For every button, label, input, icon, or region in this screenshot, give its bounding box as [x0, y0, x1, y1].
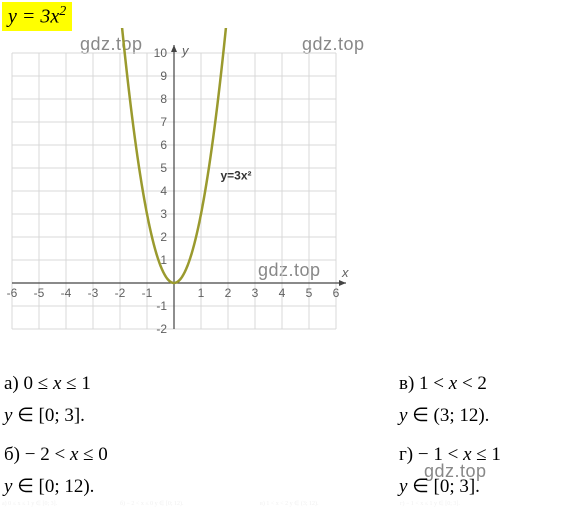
svg-text:10: 10 [154, 46, 168, 60]
svg-text:-2: -2 [115, 286, 126, 300]
answer-g: г) − 1 < x ≤ 1 y ∈ [0; 3]. [399, 439, 579, 504]
answers-left-column: а) 0 ≤ x ≤ 1 y ∈ [0; 3]. б) − 2 < x ≤ 0 … [4, 368, 399, 509]
answers-right-column: в) 1 < x < 2 y ∈ (3; 12). г) − 1 < x ≤ 1… [399, 368, 579, 509]
answer-v: в) 1 < x < 2 y ∈ (3; 12). [399, 368, 579, 433]
svg-text:-4: -4 [61, 286, 72, 300]
answer-a-range: y ∈ [0; 3]. [4, 400, 399, 432]
answer-a-label: а) 0 ≤ x ≤ 1 [4, 368, 399, 400]
equation-text: y = 3x [8, 6, 59, 28]
svg-text:2: 2 [225, 286, 232, 300]
svg-text:-3: -3 [88, 286, 99, 300]
answer-g-label: г) − 1 < x ≤ 1 [399, 439, 579, 471]
svg-text:5: 5 [160, 161, 167, 175]
svg-text:x: x [341, 265, 349, 280]
answer-b-label: б) − 2 < x ≤ 0 [4, 439, 399, 471]
chart-svg: -6-5-4-3-2-1123456-2-112345678910xyy=3x² [4, 28, 384, 348]
svg-text:6: 6 [333, 286, 340, 300]
answer-v-range: y ∈ (3; 12). [399, 400, 579, 432]
svg-text:5: 5 [306, 286, 313, 300]
svg-text:4: 4 [279, 286, 286, 300]
svg-text:9: 9 [160, 69, 167, 83]
answer-a: а) 0 ≤ x ≤ 1 y ∈ [0; 3]. [4, 368, 399, 433]
svg-text:6: 6 [160, 138, 167, 152]
svg-text:4: 4 [160, 184, 167, 198]
answer-v-label: в) 1 < x < 2 [399, 368, 579, 400]
svg-text:3: 3 [160, 207, 167, 221]
svg-text:y: y [181, 43, 190, 58]
answer-g-range: y ∈ [0; 3]. [399, 471, 579, 503]
svg-text:2: 2 [160, 230, 167, 244]
svg-text:-1: -1 [142, 286, 153, 300]
svg-text:-1: -1 [156, 299, 167, 313]
equation-highlight: y = 3x2 [2, 2, 72, 31]
svg-text:3: 3 [252, 286, 259, 300]
svg-text:1: 1 [198, 286, 205, 300]
svg-text:8: 8 [160, 92, 167, 106]
svg-text:-6: -6 [7, 286, 18, 300]
answer-b-range: y ∈ [0; 12). [4, 471, 399, 503]
svg-text:7: 7 [160, 115, 167, 129]
parabola-chart: -6-5-4-3-2-1123456-2-112345678910xyy=3x² [4, 28, 384, 348]
svg-text:-5: -5 [34, 286, 45, 300]
answer-b: б) − 2 < x ≤ 0 y ∈ [0; 12). [4, 439, 399, 504]
svg-text:y=3x²: y=3x² [221, 169, 252, 183]
svg-text:-2: -2 [156, 322, 167, 336]
answers-section: а) 0 ≤ x ≤ 1 y ∈ [0; 3]. б) − 2 < x ≤ 0 … [4, 368, 581, 509]
equation-exponent: 2 [59, 4, 66, 19]
